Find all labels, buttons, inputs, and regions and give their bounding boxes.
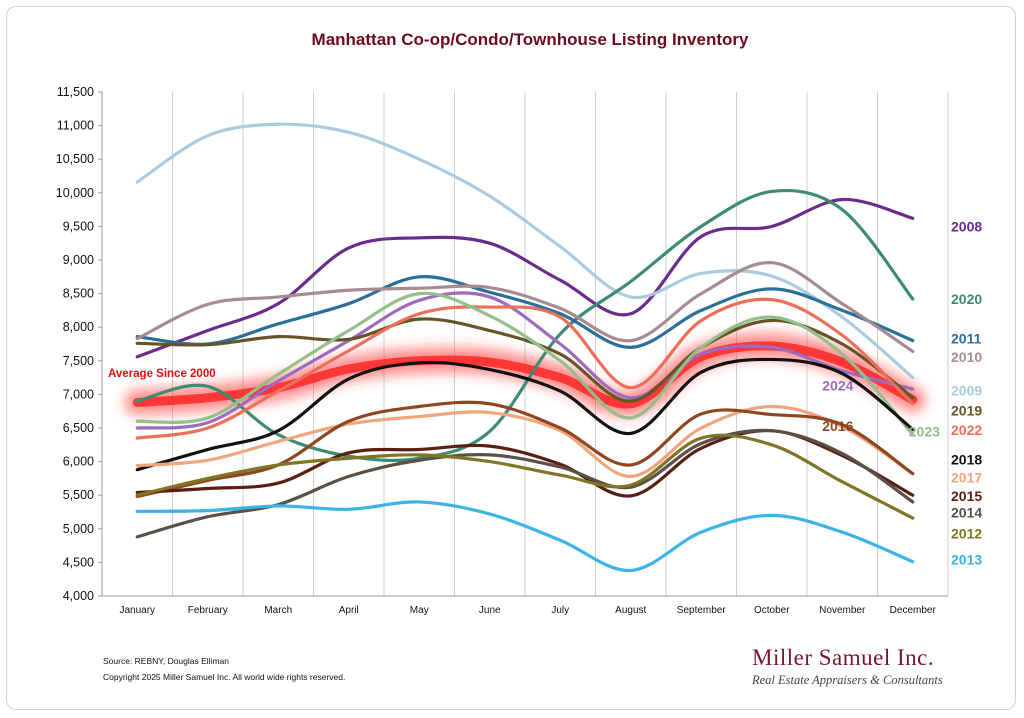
source-note: Source: REBNY, Douglas Elliman bbox=[103, 656, 229, 666]
y-tick-label: 7,000 bbox=[63, 387, 94, 401]
y-tick-label: 8,000 bbox=[63, 320, 94, 334]
x-tick-label: December bbox=[890, 605, 937, 616]
y-tick-label: 6,000 bbox=[63, 455, 94, 469]
x-tick-label: May bbox=[410, 605, 429, 616]
legend-label-2014: 2014 bbox=[951, 505, 982, 521]
series-line-2017 bbox=[135, 404, 915, 478]
series-line-2023 bbox=[135, 291, 915, 437]
legend-label-2020: 2020 bbox=[951, 291, 982, 307]
y-tick-label: 8,500 bbox=[63, 287, 94, 301]
legend-label-2018: 2018 bbox=[951, 452, 982, 468]
y-tick-label: 10,000 bbox=[56, 186, 94, 200]
x-tick-label: January bbox=[119, 605, 155, 616]
inline-label-2023: 2023 bbox=[909, 423, 940, 439]
inline-label-2024: 2024 bbox=[822, 378, 853, 394]
y-tick-label: 6,500 bbox=[63, 421, 94, 435]
y-tick-label: 5,000 bbox=[63, 522, 94, 536]
series-line-2022 bbox=[135, 297, 915, 440]
legend-label-2010: 2010 bbox=[951, 349, 982, 365]
series-line-2008 bbox=[135, 197, 915, 359]
copyright-note: Copyright 2025 Miller Samuel Inc. All wo… bbox=[103, 672, 346, 682]
y-tick-label: 9,500 bbox=[63, 219, 94, 233]
x-tick-label: August bbox=[615, 605, 646, 616]
logo-name: Miller Samuel Inc. bbox=[752, 645, 935, 670]
series-line-2012 bbox=[135, 433, 915, 520]
series-line-2024 bbox=[135, 291, 915, 430]
series-line-2009 bbox=[135, 122, 915, 380]
inline-label-2016: 2016 bbox=[822, 418, 853, 434]
company-logo: Miller Samuel Inc. Real Estate Appraiser… bbox=[752, 645, 962, 688]
x-tick-label: February bbox=[188, 605, 228, 616]
legend-label-2015: 2015 bbox=[951, 488, 982, 504]
series-line-2018 bbox=[135, 357, 915, 472]
y-tick-label: 10,500 bbox=[56, 152, 94, 166]
y-tick-label: 11,000 bbox=[57, 119, 94, 133]
legend-label-2008: 2008 bbox=[951, 218, 982, 234]
chart-title: Manhattan Co-op/Condo/Townhouse Listing … bbox=[311, 30, 749, 49]
x-tick-label: November bbox=[819, 605, 866, 616]
y-tick-label: 7,500 bbox=[63, 354, 94, 368]
y-tick-label: 4,000 bbox=[63, 589, 94, 603]
x-tick-label: October bbox=[754, 605, 790, 616]
y-tick-label: 5,500 bbox=[63, 488, 94, 502]
series-line-2010 bbox=[135, 261, 915, 353]
legend-label-2012: 2012 bbox=[951, 526, 982, 542]
legend-label-2011: 2011 bbox=[951, 331, 982, 347]
x-tick-label: April bbox=[339, 605, 359, 616]
average-label: Average Since 2000 bbox=[108, 368, 216, 380]
y-tick-label: 9,000 bbox=[63, 253, 94, 267]
x-tick-label: July bbox=[551, 605, 569, 616]
legend-label-2017: 2017 bbox=[951, 470, 982, 486]
legend-label-2019: 2019 bbox=[951, 403, 982, 419]
legend-label-2022: 2022 bbox=[951, 422, 982, 438]
y-tick-label: 4,500 bbox=[63, 555, 94, 569]
x-tick-label: September bbox=[677, 605, 727, 616]
series-average-line bbox=[132, 341, 918, 409]
y-tick-label: 11,500 bbox=[57, 85, 94, 99]
x-tick-label: March bbox=[264, 605, 292, 616]
legend-label-2013: 2013 bbox=[951, 552, 982, 568]
x-tick-label: June bbox=[479, 605, 501, 616]
series-line-2013 bbox=[135, 500, 915, 573]
legend-label-2009: 2009 bbox=[951, 382, 982, 398]
series-line-2011 bbox=[135, 275, 915, 349]
logo-tagline: Real Estate Appraisers & Consultants bbox=[752, 673, 943, 687]
